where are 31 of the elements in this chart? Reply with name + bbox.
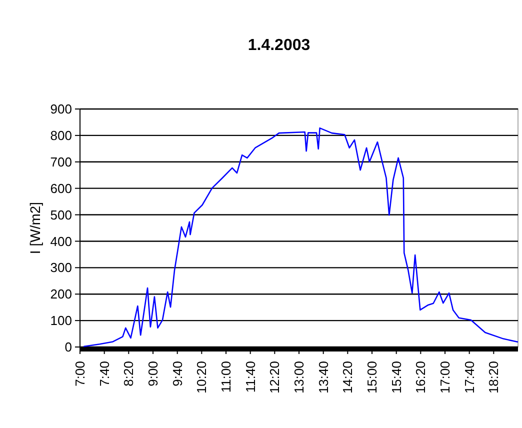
- y-tick-label: 500: [50, 207, 72, 222]
- x-tick-label: 9:40: [170, 361, 185, 386]
- y-tick-label: 700: [50, 154, 72, 170]
- y-tick-label: 100: [50, 313, 72, 328]
- x-tick-label: 12:20: [267, 361, 282, 394]
- x-tick-label: 15:40: [388, 361, 404, 394]
- y-tick-label: 400: [50, 234, 72, 249]
- line-series: [83, 127, 519, 348]
- x-tick-label: 16:20: [413, 361, 428, 394]
- x-tick-label: 7:40: [96, 361, 112, 386]
- y-tick-label: 600: [50, 180, 72, 196]
- x-tick-label: 13:40: [316, 361, 331, 394]
- y-axis-title: I [W/m2]: [27, 202, 43, 254]
- x-tick-label: 17:00: [438, 361, 453, 394]
- x-tick-label: 11:40: [242, 361, 258, 393]
- x-tick-label: 8:20: [121, 361, 136, 386]
- y-tick-label: 300: [50, 260, 72, 276]
- y-tick-label: 200: [50, 286, 72, 302]
- x-tick-label: 7:00: [72, 361, 88, 386]
- y-tick-label: 0: [64, 340, 72, 355]
- chart-title: 1.4.2003: [248, 37, 310, 54]
- x-tick-label: 18:20: [486, 361, 502, 394]
- x-tick-label: 14:20: [340, 361, 356, 394]
- x-tick-label: 10:20: [194, 361, 210, 394]
- x-tick-label: 11:00: [218, 361, 234, 393]
- x-tick-label: 17:40: [462, 361, 477, 394]
- x-tick-label: 13:00: [292, 361, 307, 394]
- y-tick-label: 800: [50, 128, 72, 143]
- x-tick-label: 9:00: [146, 361, 161, 386]
- x-tick-label: 15:00: [364, 361, 380, 394]
- y-tick-label: 900: [50, 102, 72, 117]
